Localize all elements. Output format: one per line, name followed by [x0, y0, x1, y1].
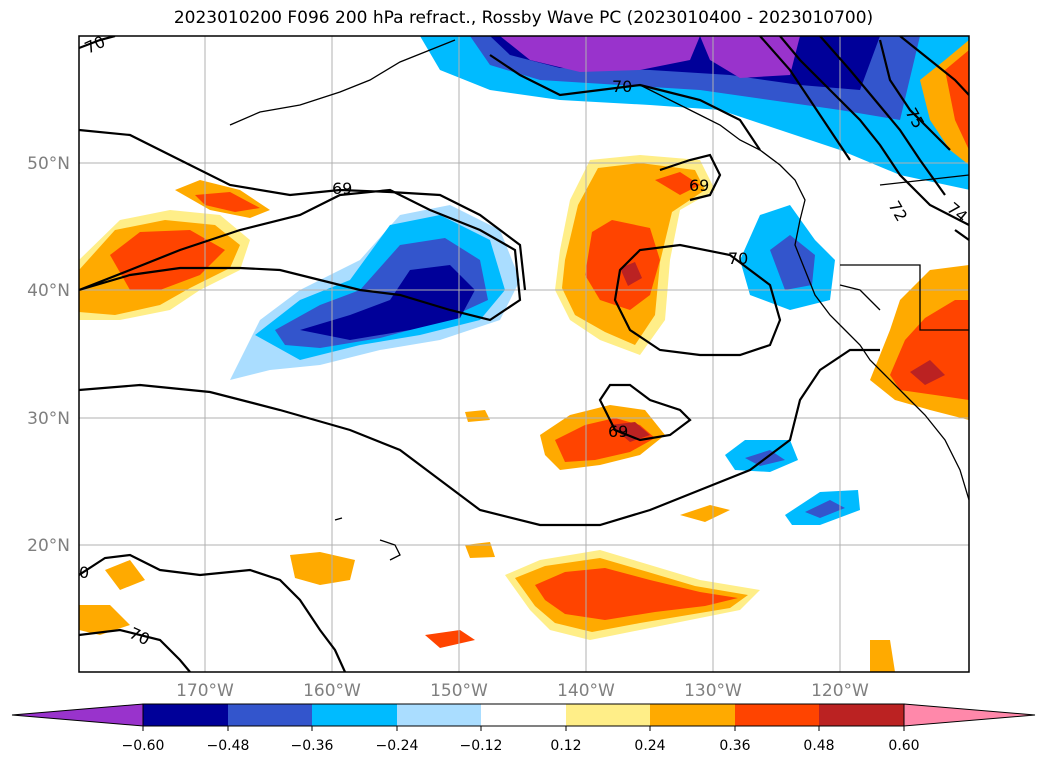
colorbar-segment — [143, 704, 228, 726]
colorbar-frame — [142, 703, 905, 727]
colorbar-tick-label: 0.12 — [550, 738, 581, 754]
lon-label: 170°W — [176, 681, 234, 701]
positive-anomaly-east-peak — [620, 262, 642, 286]
lat-label: 30°N — [27, 409, 70, 429]
lon-label: 130°W — [684, 681, 742, 701]
contour-label: 69 — [332, 179, 352, 198]
negative-anomaly-north-extreme-2 — [700, 36, 800, 78]
lon-label: 160°W — [303, 681, 361, 701]
positive-anomaly-california-peak — [910, 360, 945, 385]
colorbar-tick-label: −0.24 — [376, 738, 419, 754]
contour-label: 70 — [728, 249, 748, 268]
shaded-anomaly-field — [79, 36, 969, 672]
colorbar-tick-label: −0.48 — [207, 738, 250, 754]
positive-blob-5 — [425, 630, 475, 648]
positive-anomaly-northeast-core — [945, 50, 969, 150]
map-title: 2023010200 F096 200 hPa refract., Rossby… — [173, 8, 874, 28]
lat-label: 40°N — [27, 281, 70, 301]
lat-label: 20°N — [27, 536, 70, 556]
colorbar-tick-label: 0.24 — [634, 738, 665, 754]
contour-label: 69 — [608, 422, 628, 441]
colorbar-segment — [735, 704, 819, 726]
positive-blob-8 — [465, 410, 490, 422]
colorbar-tick-label: 0.48 — [803, 738, 834, 754]
colorbar: −0.60 −0.48 −0.36 −0.24 −0.12 0.12 0.24 … — [11, 703, 1036, 754]
positive-blob-3 — [105, 560, 145, 590]
colorbar-segment — [397, 704, 481, 726]
positive-anomaly-california-core — [890, 300, 969, 400]
colorbar-segment — [566, 704, 650, 726]
colorbar-extend-min — [11, 703, 144, 727]
colorbar-segment — [819, 704, 904, 726]
contour-label: 69 — [689, 176, 709, 195]
colorbar-segment — [650, 704, 735, 726]
positive-anomaly-east-core — [585, 220, 660, 310]
lon-label: 140°W — [557, 681, 615, 701]
refractivity-contours — [79, 36, 969, 672]
colorbar-tick-label: −0.36 — [291, 738, 334, 754]
lat-label: 50°N — [27, 154, 70, 174]
map-frame — [78, 35, 970, 673]
positive-anomaly-west-north-core — [195, 192, 260, 212]
colorbar-segment — [481, 704, 566, 726]
lon-label: 150°W — [430, 681, 488, 701]
negative-anomaly-subtropic-2-core — [805, 500, 845, 518]
positive-blob-4 — [79, 605, 130, 635]
colorbar-ticks — [142, 726, 905, 731]
lon-label: 120°W — [811, 681, 869, 701]
colorbar-tick-label: 0.36 — [719, 738, 750, 754]
colorbar-tick-label: 0.60 — [888, 738, 919, 754]
coastlines — [229, 39, 969, 561]
positive-anomaly-east-north-core — [655, 172, 700, 195]
negative-anomaly-coast-core — [770, 235, 815, 290]
negative-anomaly-central-deep — [300, 265, 475, 340]
positive-blob-7 — [870, 640, 895, 672]
positive-anomaly-30n-peak — [610, 422, 650, 442]
positive-blob-6 — [680, 505, 730, 522]
latitude-labels: 50°N 40°N 30°N 20°N — [27, 154, 70, 556]
contour-label: 70 — [612, 77, 632, 96]
contour-label: 0 — [79, 563, 89, 582]
colorbar-tick-label: −0.60 — [122, 738, 165, 754]
colorbar-segment — [312, 704, 397, 726]
colorbar-segment — [228, 704, 312, 726]
longitude-labels: 170°W 160°W 150°W 140°W 130°W 120°W — [176, 681, 869, 701]
positive-blob-2 — [465, 542, 495, 558]
colorbar-tick-label: −0.12 — [460, 738, 503, 754]
positive-blob-1 — [290, 552, 355, 585]
colorbar-extend-max — [903, 703, 1036, 727]
negative-anomaly-north-extreme — [500, 36, 700, 72]
